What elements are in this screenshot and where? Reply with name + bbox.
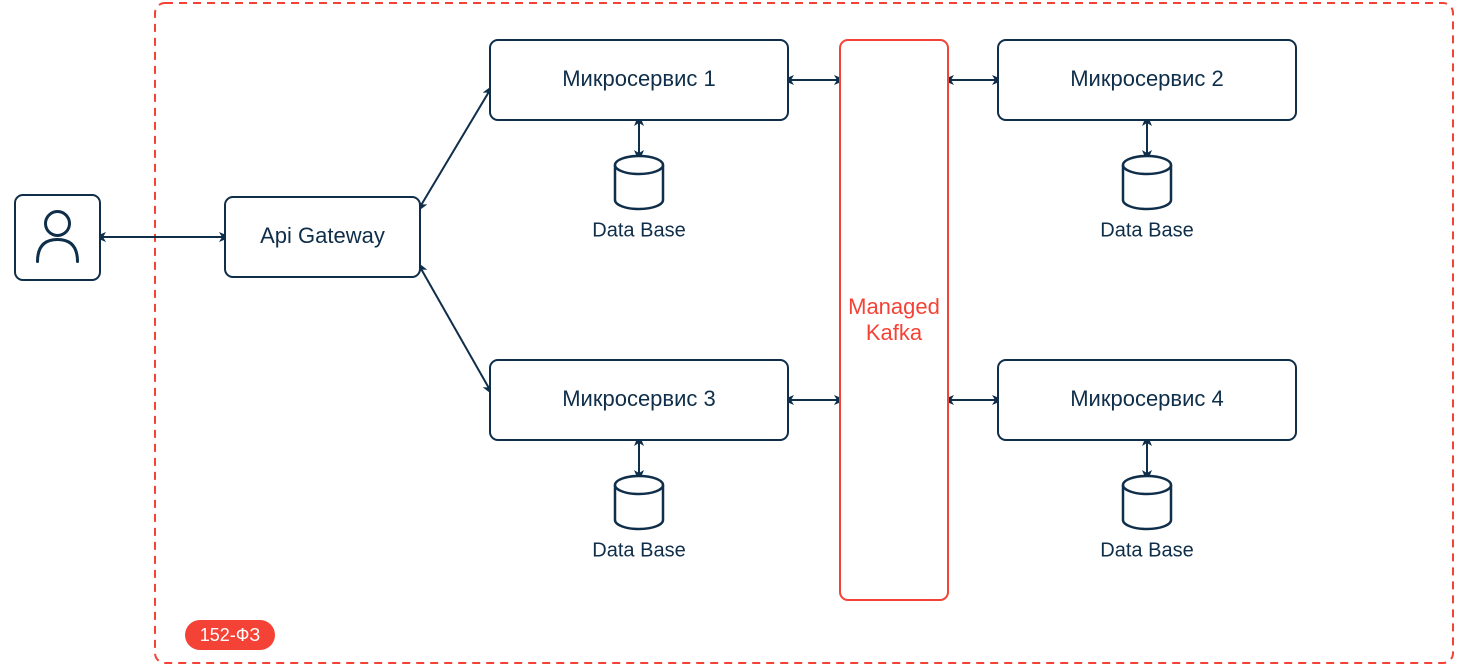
compliance-badge-label: 152-ФЗ [200, 625, 261, 645]
ms4-node: Микросервис 4 [998, 360, 1296, 440]
ms2-label: Микросервис 2 [1070, 66, 1224, 91]
db1-icon: Data Base [592, 156, 685, 241]
managed-kafka-node: ManagedKafka [840, 40, 948, 600]
edge-gateway-ms1 [420, 90, 490, 207]
ms3-label: Микросервис 3 [562, 386, 716, 411]
ms4-label: Микросервис 4 [1070, 386, 1224, 411]
ms1-label: Микросервис 1 [562, 66, 716, 91]
api-gateway-node: Api Gateway [225, 197, 420, 277]
api-gateway-label: Api Gateway [260, 223, 385, 248]
edge-gateway-ms3 [420, 267, 490, 390]
ms2-node: Микросервис 2 [998, 40, 1296, 120]
compliance-badge: 152-ФЗ [185, 620, 275, 650]
db4-label: Data Base [1100, 539, 1193, 561]
kafka-label-1: Managed [848, 294, 940, 319]
db2-icon: Data Base [1100, 156, 1193, 241]
ms1-node: Микросервис 1 [490, 40, 788, 120]
architecture-diagram: Api Gateway Микросервис 1 Микросервис 2 Мик… [0, 0, 1458, 666]
db1-label: Data Base [592, 219, 685, 241]
kafka-label-2: Kafka [866, 320, 923, 345]
db3-icon: Data Base [592, 476, 685, 561]
ms3-node: Микросервис 3 [490, 360, 788, 440]
db4-icon: Data Base [1100, 476, 1193, 561]
db3-label: Data Base [592, 539, 685, 561]
db2-label: Data Base [1100, 219, 1193, 241]
user-node [15, 195, 100, 280]
